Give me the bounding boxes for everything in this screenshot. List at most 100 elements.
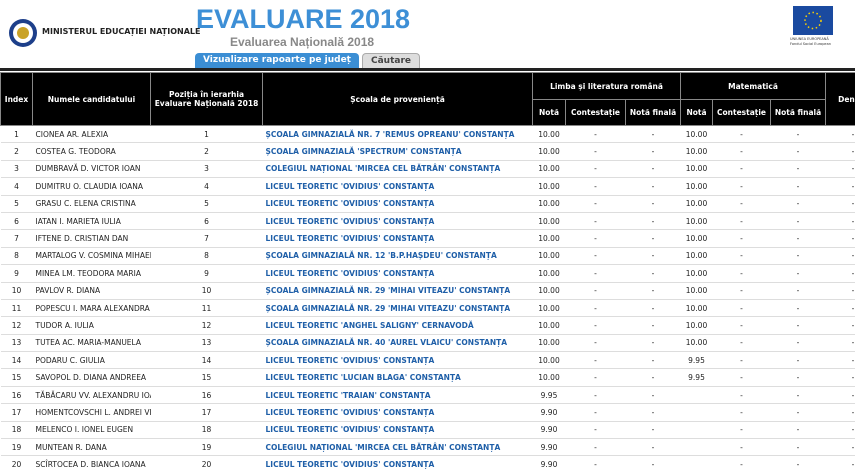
- cell: 18: [150, 421, 263, 440]
- cell: -: [625, 282, 681, 300]
- cell: 1: [0, 125, 33, 144]
- school-name[interactable]: ȘCOALA GIMNAZIALĂ 'SPECTRUM' CONSTANȚA: [262, 142, 533, 161]
- cell: 14: [0, 351, 33, 370]
- table-row: 18 MELENCO I. IONEL EUGEN 18 LICEUL TEORETI…: [0, 421, 855, 440]
- school-name[interactable]: COLEGIUL NAȚIONAL 'MIRCEA CEL BĂTRÂN' CO…: [262, 438, 533, 457]
- cell: [680, 438, 713, 457]
- table-row: 7 IFTENE D. CRISTIAN DAN 7 LICEUL TEORETIC …: [0, 229, 855, 248]
- cell: -: [565, 386, 626, 405]
- table-row: 6 IATAN I. MARIETA IULIA 6 LICEUL TEORETIC …: [0, 212, 855, 231]
- cell: -: [770, 125, 826, 144]
- cell: -: [625, 125, 681, 144]
- cell: -: [565, 351, 626, 370]
- cell: -: [565, 403, 626, 422]
- cell: -: [625, 403, 681, 422]
- cell: -: [825, 247, 855, 266]
- cell: IATAN I. MARIETA IULIA: [32, 212, 151, 231]
- school-name[interactable]: LICEUL TEORETIC 'OVIDIUS' CONSTANȚA: [262, 212, 533, 231]
- subcolumn-header: Contestație: [565, 99, 626, 126]
- ministry-name: MINISTERUL EDUCAȚIEI NAȚIONALE: [42, 27, 201, 36]
- school-name[interactable]: LICEUL TEORETIC 'OVIDIUS' CONSTANȚA: [262, 229, 533, 248]
- cell: -: [770, 334, 826, 353]
- header-row: Index Numele candidatului Poziția în ierar…: [0, 72, 855, 126]
- cell: 2: [150, 142, 263, 161]
- cell: 11: [150, 299, 263, 318]
- eu-flag: [793, 6, 833, 35]
- cell: -: [712, 282, 771, 300]
- cell: DUMBRAVĂ D. VICTOR IOAN: [32, 160, 151, 179]
- cell: -: [825, 195, 855, 213]
- cell: -: [625, 264, 681, 283]
- cell: -: [770, 195, 826, 213]
- table-row: 8 MARTALOG V. COSMINA MIHAELA 8 ȘCOALA GIMN…: [0, 247, 855, 266]
- cell: -: [565, 160, 626, 179]
- cell: 17: [0, 403, 33, 422]
- tab[interactable]: Căutare: [362, 53, 421, 69]
- cell: -: [625, 160, 681, 179]
- cell: -: [565, 368, 626, 387]
- cell: -: [770, 264, 826, 283]
- table-row: 5 GRASU C. ELENA CRISTINA 5 LICEUL TEORETIC…: [0, 195, 855, 213]
- cell: -: [565, 195, 626, 213]
- cell: 2: [0, 142, 33, 161]
- cell: -: [712, 212, 771, 231]
- cell: -: [770, 316, 826, 335]
- school-name[interactable]: LICEUL TEORETIC 'OVIDIUS' CONSTANȚA: [262, 195, 533, 213]
- cell: POPESCU I. MARA ALEXANDRA: [32, 299, 151, 318]
- cell: -: [825, 351, 855, 370]
- cell: -: [565, 316, 626, 335]
- cell: TUTEA AC. MARIA-MANUELA: [32, 334, 151, 353]
- cell: -: [625, 212, 681, 231]
- school-name[interactable]: ȘCOALA GIMNAZIALĂ NR. 40 'AUREL VLAICU' …: [262, 334, 533, 353]
- cell: 9.90: [532, 455, 566, 470]
- cell: 10.00: [532, 160, 566, 179]
- school-name[interactable]: COLEGIUL NAȚIONAL 'MIRCEA CEL BĂTRÂN' CO…: [262, 160, 533, 179]
- column-header: Denum: [825, 72, 855, 126]
- cell: MINEA LM. TEODORA MARIA: [32, 264, 151, 283]
- cell: 10.00: [680, 142, 713, 161]
- cell: 14: [150, 351, 263, 370]
- school-name[interactable]: ȘCOALA GIMNAZIALĂ NR. 12 'B.P.HAȘDEU' CO…: [262, 247, 533, 266]
- cell: -: [770, 142, 826, 161]
- column-header: Numele candidatului: [32, 72, 151, 126]
- school-name[interactable]: LICEUL TEORETIC 'TRAIAN' CONSTANȚA: [262, 386, 533, 405]
- header-row: Notă Contestație Notă finală Notă Contestați…: [1, 99, 855, 126]
- cell: 7: [0, 229, 33, 248]
- table-row: 19 MUNTEAN R. DANA 19 COLEGIUL NAȚIONAL 'MI…: [0, 438, 855, 457]
- cell: 9.90: [532, 438, 566, 457]
- cell: 10.00: [680, 195, 713, 213]
- tab[interactable]: Vizualizare rapoarte pe județ: [195, 53, 359, 68]
- column-header: Școala de proveniență: [262, 72, 533, 126]
- cell: 20: [0, 455, 33, 470]
- subcolumn-header: Notă finală: [769, 99, 827, 126]
- cell: -: [712, 177, 771, 196]
- cell: -: [565, 142, 626, 161]
- cell: 6: [150, 212, 263, 231]
- cell: -: [565, 125, 626, 144]
- school-name[interactable]: ȘCOALA GIMNAZIALĂ NR. 29 'MIHAI VITEAZU'…: [262, 282, 533, 300]
- cell: 15: [150, 368, 263, 387]
- cell: -: [770, 386, 826, 405]
- school-name[interactable]: ȘCOALA GIMNAZIALĂ NR. 7 'REMUS OPREANU' …: [262, 125, 533, 144]
- cell: -: [625, 299, 681, 318]
- school-name[interactable]: LICEUL TEORETIC 'OVIDIUS' CONSTANȚA: [262, 264, 533, 283]
- school-name[interactable]: ȘCOALA GIMNAZIALĂ NR. 29 'MIHAI VITEAZU'…: [262, 299, 533, 318]
- school-name[interactable]: LICEUL TEORETIC 'ANGHEL SALIGNY' CERNAVO…: [262, 316, 533, 335]
- school-name[interactable]: LICEUL TEORETIC 'OVIDIUS' CONSTANȚA: [262, 403, 533, 422]
- school-name[interactable]: LICEUL TEORETIC 'LUCIAN BLAGA' CONSTANȚA: [262, 368, 533, 387]
- header: MINISTERUL EDUCAȚIEI NAȚIONALE EVALUARE …: [0, 0, 855, 71]
- cell: -: [825, 438, 855, 457]
- cell: -: [712, 195, 771, 213]
- school-name[interactable]: LICEUL TEORETIC 'OVIDIUS' CONSTANȚA: [262, 351, 533, 370]
- cell: -: [712, 334, 771, 353]
- school-name[interactable]: LICEUL TEORETIC 'OVIDIUS' CONSTANȚA: [262, 455, 533, 470]
- cell: 10.00: [532, 316, 566, 335]
- cell: MELENCO I. IONEL EUGEN: [32, 421, 151, 440]
- school-name[interactable]: LICEUL TEORETIC 'OVIDIUS' CONSTANȚA: [262, 177, 533, 196]
- cell: -: [770, 299, 826, 318]
- table-row: 1 CIONEA AR. ALEXIA 1 ȘCOALA GIMNAZIALĂ NR.…: [0, 125, 855, 144]
- school-name[interactable]: LICEUL TEORETIC 'OVIDIUS' CONSTANȚA: [262, 421, 533, 440]
- cell: 4: [0, 177, 33, 196]
- page-subtitle: Evaluarea Națională 2018: [230, 35, 375, 49]
